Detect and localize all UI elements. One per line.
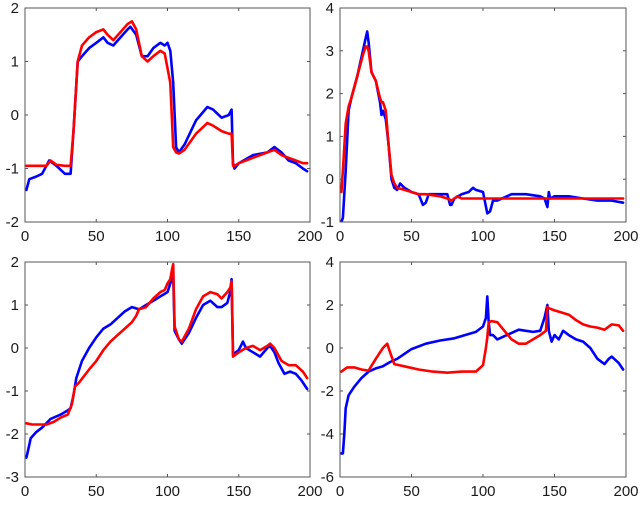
axes-frame — [24, 7, 311, 223]
y-tick-label: 3 — [326, 43, 334, 60]
y-tick-label: -1 — [321, 214, 334, 231]
axes-frame — [339, 7, 627, 223]
y-tick-label: 2 — [326, 297, 334, 314]
subplot-bottom-right: 0 50 100 150 200 -6 -4 -2 0 2 4 — [321, 254, 639, 500]
y-tick-label: 1 — [326, 128, 334, 145]
series-line-blue — [340, 295, 625, 455]
y-tick-label: -4 — [321, 426, 334, 443]
y-tick-label: 2 — [11, 254, 19, 271]
plot-area — [25, 20, 309, 192]
x-tick-label: 200 — [297, 228, 322, 245]
y-tick-label: -2 — [321, 383, 334, 400]
y-tick-label: -2 — [6, 426, 19, 443]
y-tick-label: 4 — [326, 254, 334, 271]
y-tick-label: -6 — [321, 469, 334, 486]
x-tick-label: 150 — [542, 483, 567, 500]
y-tick-label: 2 — [326, 86, 334, 103]
x-tick-label: 0 — [336, 228, 344, 245]
x-tick-label: 0 — [21, 228, 29, 245]
x-tick-label: 0 — [336, 483, 344, 500]
x-tick-label: 150 — [226, 483, 251, 500]
series-line-red — [25, 20, 309, 168]
x-tick-label: 200 — [297, 483, 322, 500]
y-tick-label: 0 — [11, 107, 19, 124]
x-tick-label: 100 — [155, 483, 180, 500]
series-line-blue — [340, 30, 625, 222]
x-tick-label: 50 — [403, 483, 420, 500]
y-tick-label: -3 — [6, 469, 19, 486]
y-tick-label: -1 — [6, 383, 19, 400]
plot-area — [25, 262, 309, 459]
series-line-red — [340, 305, 625, 375]
y-tick-label: -2 — [6, 214, 19, 231]
axes-frame — [24, 261, 311, 478]
x-tick-label: 200 — [613, 483, 638, 500]
plot-area — [340, 30, 625, 222]
subplot-top-left: 0 50 100 150 200 -2 -1 0 1 2 — [6, 0, 323, 245]
y-tick-label: 0 — [326, 171, 334, 188]
x-tick-label: 100 — [470, 228, 495, 245]
y-tick-label: 0 — [11, 340, 19, 357]
y-tick-label: 1 — [11, 54, 19, 71]
axes-frame — [339, 261, 627, 478]
x-tick-label: 0 — [21, 483, 29, 500]
y-tick-label: 1 — [11, 297, 19, 314]
x-tick-label: 200 — [613, 228, 638, 245]
y-tick-label: 0 — [326, 340, 334, 357]
x-tick-label: 150 — [226, 228, 251, 245]
subplot-bottom-left: 0 50 100 150 200 -3 -2 -1 0 1 2 — [6, 254, 323, 500]
x-tick-label: 150 — [542, 228, 567, 245]
series-line-red — [25, 262, 309, 426]
x-tick-label: 50 — [88, 228, 105, 245]
series-line-red — [340, 45, 625, 202]
x-tick-label: 100 — [470, 483, 495, 500]
series-line-blue — [25, 273, 309, 459]
y-tick-label: -1 — [6, 161, 19, 178]
x-tick-label: 100 — [155, 228, 180, 245]
plot-area — [340, 295, 625, 455]
x-tick-label: 50 — [403, 228, 420, 245]
x-tick-label: 50 — [88, 483, 105, 500]
y-tick-label: 2 — [11, 0, 19, 17]
y-tick-label: 4 — [326, 0, 334, 17]
